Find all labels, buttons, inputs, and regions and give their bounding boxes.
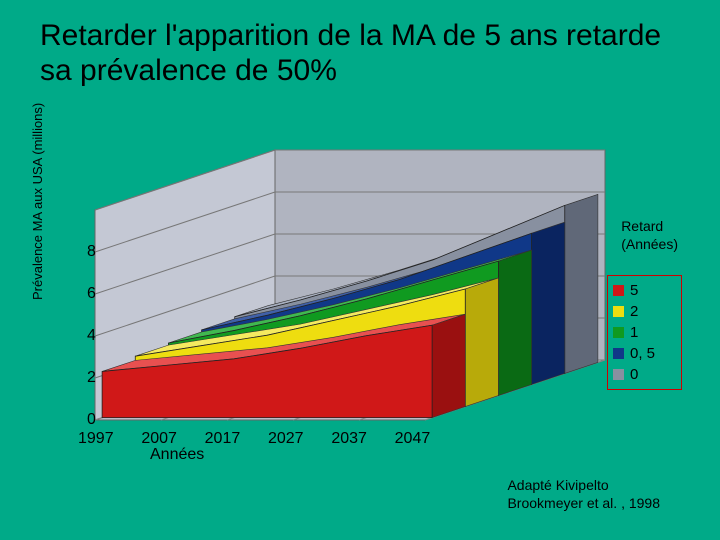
legend-swatch xyxy=(613,285,624,296)
x-axis-ticks: 199720072017202720372047 xyxy=(78,430,458,448)
legend-box: 5 2 1 0, 5 0 xyxy=(607,275,682,390)
citation-l2: Brookmeyer et al. , 1998 xyxy=(507,495,660,511)
legend-label: 1 xyxy=(630,324,638,341)
chart-3d-area: 86420 xyxy=(75,195,455,425)
slide-title: Retarder l'apparition de la MA de 5 ans … xyxy=(40,18,680,89)
x-tick: 2027 xyxy=(268,430,331,448)
legend-label: 0, 5 xyxy=(630,345,655,362)
legend-item: 5 xyxy=(613,280,676,301)
legend-item: 0, 5 xyxy=(613,343,676,364)
legend-title-l1: Retard xyxy=(621,218,663,234)
legend-swatch xyxy=(613,369,624,380)
citation-l1: Adapté Kivipelto xyxy=(507,477,608,493)
legend-item: 1 xyxy=(613,322,676,343)
x-tick: 2037 xyxy=(331,430,394,448)
legend-item: 2 xyxy=(613,301,676,322)
legend-swatch xyxy=(613,327,624,338)
legend-label: 2 xyxy=(630,303,638,320)
y-axis-label: Prévalence MA aux USA (millions) xyxy=(30,103,45,300)
x-tick: 2017 xyxy=(205,430,268,448)
legend-swatch xyxy=(613,348,624,359)
legend-item: 0 xyxy=(613,364,676,385)
legend-swatch xyxy=(613,306,624,317)
x-tick: 1997 xyxy=(78,430,141,448)
legend-label: 0 xyxy=(630,366,638,383)
legend-title-l2: (Années) xyxy=(621,236,678,252)
x-axis-title: Années xyxy=(150,446,204,464)
citation: Adapté Kivipelto Brookmeyer et al. , 199… xyxy=(507,477,660,512)
legend-label: 5 xyxy=(630,282,638,299)
x-tick: 2047 xyxy=(395,430,458,448)
legend-title: Retard (Années) xyxy=(621,218,678,253)
